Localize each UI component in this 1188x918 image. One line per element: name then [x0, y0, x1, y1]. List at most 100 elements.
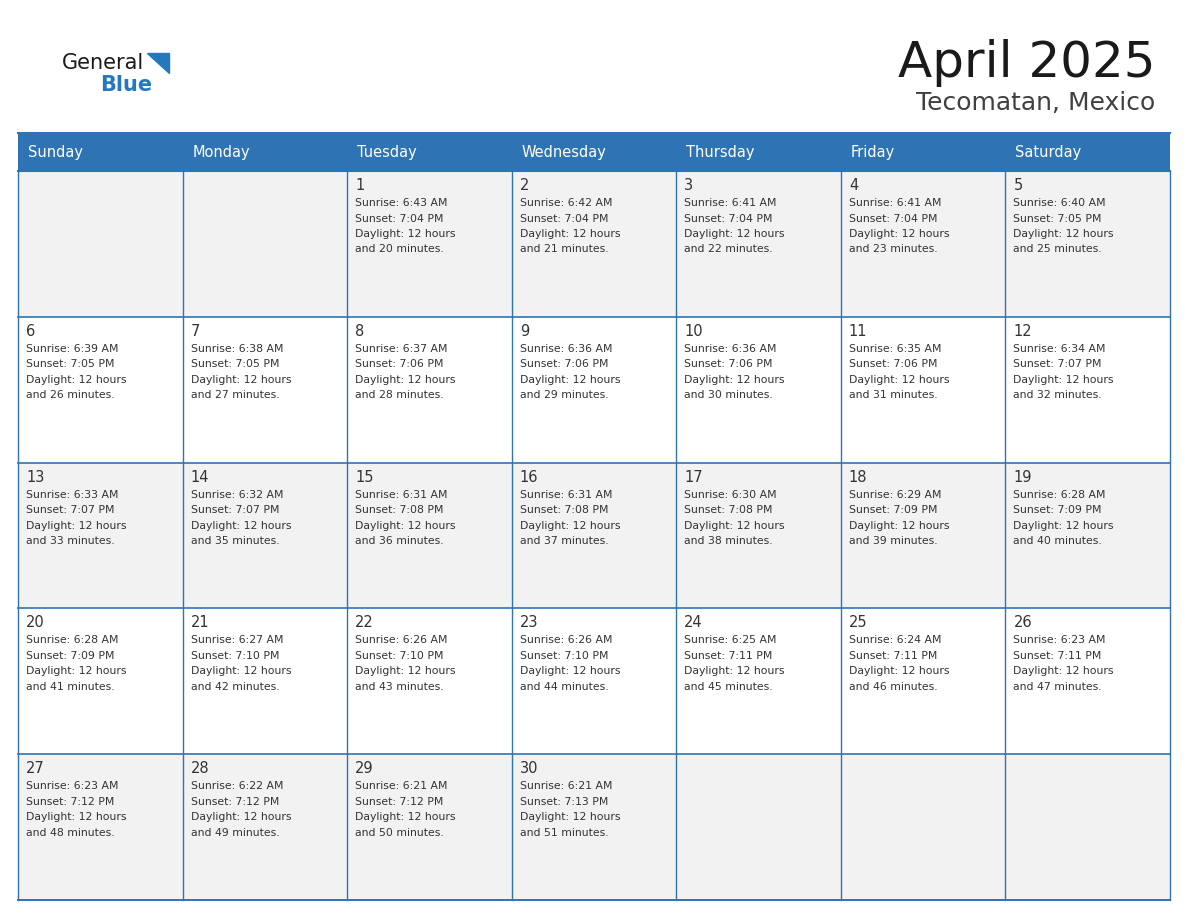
Text: 6: 6 — [26, 324, 36, 339]
Text: 21: 21 — [190, 615, 209, 631]
Text: Sunrise: 6:23 AM: Sunrise: 6:23 AM — [1013, 635, 1106, 645]
Text: Daylight: 12 hours: Daylight: 12 hours — [519, 812, 620, 823]
Text: and 35 minutes.: and 35 minutes. — [190, 536, 279, 546]
Text: 25: 25 — [849, 615, 867, 631]
Text: Daylight: 12 hours: Daylight: 12 hours — [684, 375, 785, 385]
Bar — [676, 463, 841, 609]
Text: Daylight: 12 hours: Daylight: 12 hours — [190, 521, 291, 531]
Text: Daylight: 12 hours: Daylight: 12 hours — [849, 229, 949, 239]
Bar — [1005, 133, 1170, 171]
Bar — [1005, 755, 1170, 900]
Text: Sunset: 7:11 PM: Sunset: 7:11 PM — [1013, 651, 1101, 661]
Text: Sunrise: 6:41 AM: Sunrise: 6:41 AM — [684, 198, 777, 208]
Text: and 27 minutes.: and 27 minutes. — [190, 390, 279, 400]
Bar — [841, 317, 1005, 463]
Text: Sunset: 7:07 PM: Sunset: 7:07 PM — [26, 505, 114, 515]
Bar — [183, 609, 347, 755]
Text: Sunrise: 6:40 AM: Sunrise: 6:40 AM — [1013, 198, 1106, 208]
Text: 2: 2 — [519, 178, 529, 193]
Bar — [841, 133, 1005, 171]
Text: 16: 16 — [519, 470, 538, 485]
Text: and 39 minutes.: and 39 minutes. — [849, 536, 937, 546]
Text: and 29 minutes.: and 29 minutes. — [519, 390, 608, 400]
Text: Sunrise: 6:39 AM: Sunrise: 6:39 AM — [26, 344, 119, 353]
Text: 14: 14 — [190, 470, 209, 485]
Bar — [841, 171, 1005, 317]
Bar — [676, 317, 841, 463]
Text: Sunrise: 6:28 AM: Sunrise: 6:28 AM — [1013, 489, 1106, 499]
Text: Sunrise: 6:28 AM: Sunrise: 6:28 AM — [26, 635, 119, 645]
Text: Sunset: 7:06 PM: Sunset: 7:06 PM — [684, 359, 772, 369]
Text: and 31 minutes.: and 31 minutes. — [849, 390, 937, 400]
Text: Sunset: 7:10 PM: Sunset: 7:10 PM — [355, 651, 443, 661]
Text: Daylight: 12 hours: Daylight: 12 hours — [26, 812, 126, 823]
Text: and 37 minutes.: and 37 minutes. — [519, 536, 608, 546]
Bar — [183, 171, 347, 317]
Text: Sunset: 7:07 PM: Sunset: 7:07 PM — [1013, 359, 1102, 369]
Text: Sunset: 7:07 PM: Sunset: 7:07 PM — [190, 505, 279, 515]
Text: Friday: Friday — [851, 144, 895, 160]
Bar — [18, 171, 183, 317]
Text: Sunset: 7:05 PM: Sunset: 7:05 PM — [1013, 214, 1102, 223]
Text: and 33 minutes.: and 33 minutes. — [26, 536, 114, 546]
Text: 17: 17 — [684, 470, 703, 485]
Text: and 48 minutes.: and 48 minutes. — [26, 828, 114, 838]
Bar — [183, 463, 347, 609]
Text: and 25 minutes.: and 25 minutes. — [1013, 244, 1102, 254]
Text: 12: 12 — [1013, 324, 1032, 339]
Text: 18: 18 — [849, 470, 867, 485]
Text: Daylight: 12 hours: Daylight: 12 hours — [355, 375, 456, 385]
Text: and 30 minutes.: and 30 minutes. — [684, 390, 773, 400]
Text: Sunrise: 6:38 AM: Sunrise: 6:38 AM — [190, 344, 283, 353]
Text: Daylight: 12 hours: Daylight: 12 hours — [190, 375, 291, 385]
Text: Sunset: 7:09 PM: Sunset: 7:09 PM — [26, 651, 114, 661]
Bar — [347, 171, 512, 317]
Text: Daylight: 12 hours: Daylight: 12 hours — [1013, 521, 1114, 531]
Text: Sunrise: 6:30 AM: Sunrise: 6:30 AM — [684, 489, 777, 499]
Text: Daylight: 12 hours: Daylight: 12 hours — [26, 666, 126, 677]
Text: Sunset: 7:10 PM: Sunset: 7:10 PM — [519, 651, 608, 661]
Text: Tuesday: Tuesday — [358, 144, 417, 160]
Text: and 38 minutes.: and 38 minutes. — [684, 536, 773, 546]
Text: Sunrise: 6:41 AM: Sunrise: 6:41 AM — [849, 198, 941, 208]
Text: Sunrise: 6:37 AM: Sunrise: 6:37 AM — [355, 344, 448, 353]
Text: Daylight: 12 hours: Daylight: 12 hours — [849, 375, 949, 385]
Bar — [347, 133, 512, 171]
Text: and 50 minutes.: and 50 minutes. — [355, 828, 444, 838]
Bar — [676, 609, 841, 755]
Text: Sunday: Sunday — [29, 144, 83, 160]
Text: 19: 19 — [1013, 470, 1032, 485]
Text: and 43 minutes.: and 43 minutes. — [355, 682, 444, 692]
Text: 28: 28 — [190, 761, 209, 777]
Text: Daylight: 12 hours: Daylight: 12 hours — [26, 375, 126, 385]
Text: Sunset: 7:05 PM: Sunset: 7:05 PM — [190, 359, 279, 369]
Text: Sunrise: 6:33 AM: Sunrise: 6:33 AM — [26, 489, 119, 499]
Text: Sunset: 7:08 PM: Sunset: 7:08 PM — [684, 505, 772, 515]
Bar — [347, 317, 512, 463]
Text: Sunrise: 6:31 AM: Sunrise: 6:31 AM — [519, 489, 612, 499]
Text: Daylight: 12 hours: Daylight: 12 hours — [684, 229, 785, 239]
Text: 24: 24 — [684, 615, 703, 631]
Bar — [347, 463, 512, 609]
Text: Sunset: 7:08 PM: Sunset: 7:08 PM — [355, 505, 443, 515]
Text: Daylight: 12 hours: Daylight: 12 hours — [355, 229, 456, 239]
Bar — [676, 133, 841, 171]
Text: and 28 minutes.: and 28 minutes. — [355, 390, 444, 400]
Text: General: General — [62, 53, 144, 73]
Text: Sunset: 7:04 PM: Sunset: 7:04 PM — [684, 214, 772, 223]
Text: Sunrise: 6:24 AM: Sunrise: 6:24 AM — [849, 635, 941, 645]
Text: 3: 3 — [684, 178, 694, 193]
Text: Sunset: 7:04 PM: Sunset: 7:04 PM — [849, 214, 937, 223]
Text: Sunrise: 6:25 AM: Sunrise: 6:25 AM — [684, 635, 777, 645]
Text: Sunset: 7:06 PM: Sunset: 7:06 PM — [849, 359, 937, 369]
Text: Sunrise: 6:27 AM: Sunrise: 6:27 AM — [190, 635, 283, 645]
Text: Sunset: 7:05 PM: Sunset: 7:05 PM — [26, 359, 114, 369]
Text: and 45 minutes.: and 45 minutes. — [684, 682, 773, 692]
Text: 23: 23 — [519, 615, 538, 631]
Text: Sunset: 7:12 PM: Sunset: 7:12 PM — [26, 797, 114, 807]
Text: 5: 5 — [1013, 178, 1023, 193]
Text: and 46 minutes.: and 46 minutes. — [849, 682, 937, 692]
Text: April 2025: April 2025 — [897, 39, 1155, 87]
Text: and 42 minutes.: and 42 minutes. — [190, 682, 279, 692]
Text: Sunset: 7:10 PM: Sunset: 7:10 PM — [190, 651, 279, 661]
